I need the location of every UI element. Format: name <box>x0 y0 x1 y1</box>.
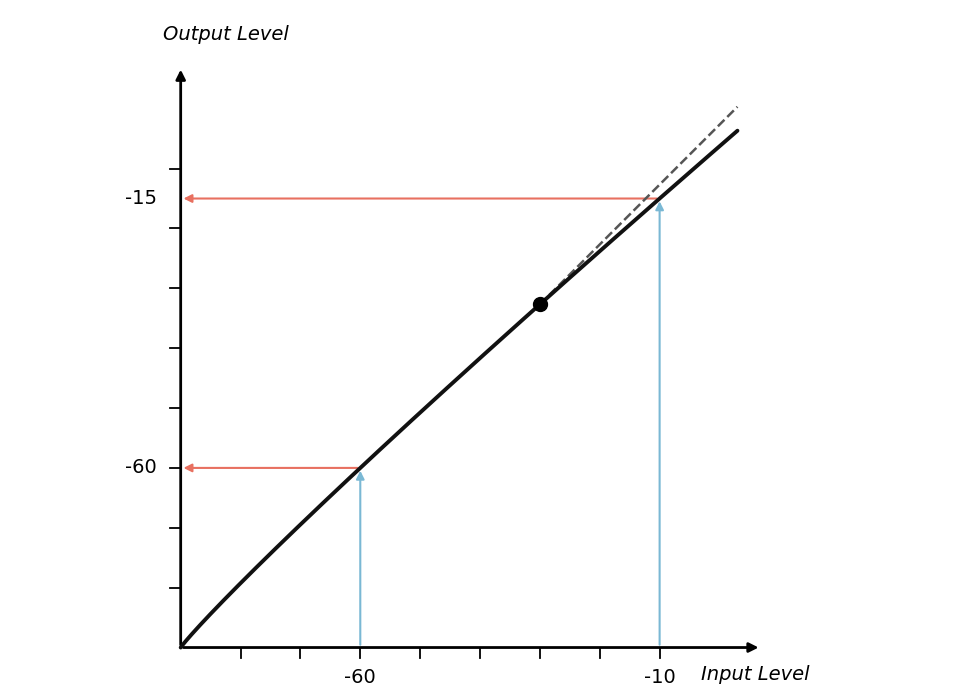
Text: Input Level: Input Level <box>701 666 808 685</box>
Text: -15: -15 <box>125 189 156 208</box>
Text: -60: -60 <box>344 669 376 687</box>
Text: -10: -10 <box>643 669 675 687</box>
Text: Output Level: Output Level <box>162 25 288 44</box>
Text: -60: -60 <box>125 459 156 477</box>
